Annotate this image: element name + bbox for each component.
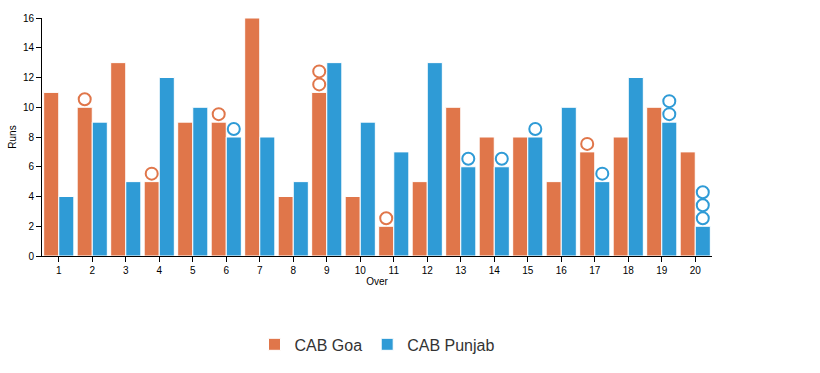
svg-text:16: 16 [23, 13, 35, 24]
svg-text:6: 6 [28, 161, 34, 172]
svg-text:18: 18 [623, 265, 635, 276]
svg-text:16: 16 [556, 265, 568, 276]
svg-text:17: 17 [589, 265, 601, 276]
svg-text:10: 10 [355, 265, 367, 276]
svg-text:11: 11 [389, 265, 400, 276]
svg-text:Runs: Runs [7, 125, 18, 148]
svg-text:9: 9 [324, 265, 330, 276]
svg-text:14: 14 [23, 42, 35, 53]
svg-text:15: 15 [522, 265, 534, 276]
svg-text:3: 3 [123, 265, 129, 276]
svg-text:8: 8 [28, 132, 34, 143]
svg-text:13: 13 [455, 265, 467, 276]
svg-text:2: 2 [28, 221, 34, 232]
svg-text:CAB Punjab: CAB Punjab [407, 337, 494, 354]
svg-text:19: 19 [656, 265, 668, 276]
svg-text:6: 6 [223, 265, 229, 276]
svg-text:20: 20 [690, 265, 702, 276]
svg-text:2: 2 [89, 265, 95, 276]
svg-text:CAB Goa: CAB Goa [295, 337, 363, 354]
svg-text:8: 8 [290, 265, 296, 276]
svg-text:4: 4 [156, 265, 162, 276]
svg-text:7: 7 [257, 265, 263, 276]
svg-text:5: 5 [190, 265, 196, 276]
svg-text:14: 14 [489, 265, 501, 276]
svg-text:0: 0 [28, 251, 34, 262]
svg-text:1: 1 [56, 265, 62, 276]
svg-text:12: 12 [23, 72, 35, 83]
svg-text:10: 10 [23, 102, 35, 113]
svg-text:Over: Over [366, 276, 388, 287]
svg-text:12: 12 [422, 265, 434, 276]
svg-text:4: 4 [28, 191, 34, 202]
